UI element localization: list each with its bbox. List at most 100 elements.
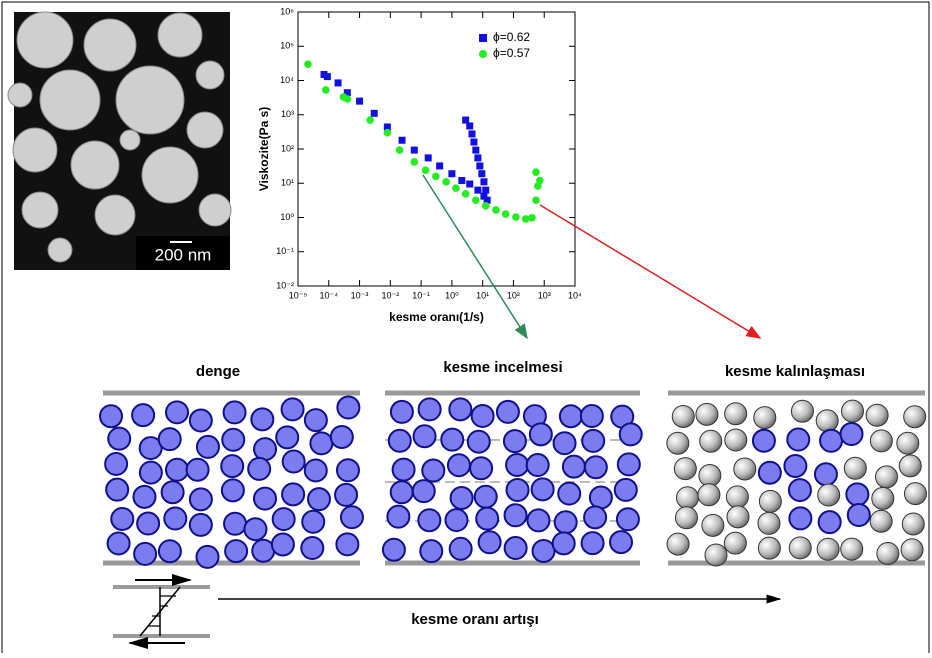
particle <box>583 455 608 480</box>
point <box>442 178 450 186</box>
particle <box>466 429 491 454</box>
particle <box>666 532 690 556</box>
particle <box>788 536 812 560</box>
y-tick-label: 10⁴ <box>280 75 294 85</box>
particle <box>119 129 141 151</box>
shear-icon <box>113 574 210 649</box>
y-tick-label: 10¹ <box>281 178 294 188</box>
plot-area <box>297 11 576 287</box>
point <box>356 97 364 105</box>
particle <box>391 457 416 482</box>
point <box>383 123 391 131</box>
particle <box>869 429 893 453</box>
particle <box>876 541 900 565</box>
point <box>436 162 444 170</box>
particle <box>105 477 130 502</box>
chart: 10⁻⁵ 10⁻⁴ 10⁻³ 10⁻² 10⁻¹ 10⁰ 10¹ 10² 10³ 10⁴ 10⁻² 1… <box>257 6 582 324</box>
particle <box>165 457 190 482</box>
particle <box>553 510 578 535</box>
particle <box>723 531 747 555</box>
particle <box>186 111 224 149</box>
particle <box>786 427 811 452</box>
particle <box>790 399 814 423</box>
particle <box>704 543 728 567</box>
particle <box>417 508 442 533</box>
particle <box>724 402 748 426</box>
particle <box>224 539 249 564</box>
rate-label: kesme oranı artışı <box>411 611 539 628</box>
point <box>370 109 378 117</box>
particle <box>558 404 583 429</box>
particle <box>16 11 74 69</box>
point <box>395 146 404 154</box>
particle <box>94 194 136 236</box>
particle <box>329 424 354 449</box>
particle <box>446 453 471 478</box>
particle <box>757 536 781 560</box>
particle <box>448 536 473 561</box>
particle <box>281 482 306 507</box>
particle <box>502 429 527 454</box>
point <box>334 79 342 87</box>
particle <box>875 465 899 489</box>
particle <box>303 408 328 433</box>
point <box>470 138 478 146</box>
particle <box>448 397 473 422</box>
diagram: denge kesme incelmesi kesme kalınlaşması <box>99 359 927 569</box>
particle <box>901 512 925 536</box>
particle <box>551 531 576 556</box>
particle <box>753 406 777 430</box>
particle <box>903 405 927 429</box>
particle <box>695 402 719 426</box>
point <box>452 184 460 192</box>
point <box>343 95 352 103</box>
particle <box>495 399 520 424</box>
particle <box>335 532 360 557</box>
particle <box>160 480 185 505</box>
point <box>480 178 488 186</box>
particle <box>699 429 723 453</box>
y-tick-label: 10⁻² <box>276 280 294 290</box>
particle <box>39 69 101 131</box>
legend-marker <box>479 34 487 42</box>
particle <box>136 511 161 536</box>
particle <box>281 449 306 474</box>
particle <box>552 431 577 456</box>
particle <box>751 428 776 453</box>
particle <box>301 509 326 534</box>
particle <box>106 531 131 556</box>
particle <box>865 403 889 427</box>
particle <box>817 510 842 535</box>
particle <box>138 460 163 485</box>
particle <box>726 505 750 529</box>
panel-title: denge <box>196 363 240 380</box>
x-tick-label: 10³ <box>538 290 551 300</box>
point <box>528 214 536 222</box>
y-tick-label: 10³ <box>281 109 294 119</box>
point <box>321 86 330 94</box>
point <box>483 196 491 204</box>
y-axis-label: Viskozite(Pa s) <box>257 107 271 191</box>
point <box>512 213 520 221</box>
point <box>304 60 312 68</box>
particle <box>815 409 839 433</box>
particle <box>339 505 364 530</box>
particle <box>417 397 442 422</box>
x-tick-label: 10² <box>507 290 520 300</box>
y-tick-label: 10² <box>281 143 294 153</box>
particle <box>70 140 120 190</box>
particle <box>449 485 474 510</box>
particle <box>83 18 137 72</box>
particle <box>7 82 33 108</box>
particle <box>223 511 248 536</box>
particle <box>440 427 465 452</box>
particle <box>247 456 272 481</box>
particle <box>609 530 634 555</box>
particle <box>583 505 608 530</box>
particle <box>841 399 865 423</box>
point <box>476 162 484 170</box>
point <box>466 180 474 188</box>
particle <box>250 407 275 432</box>
particle <box>526 508 551 533</box>
